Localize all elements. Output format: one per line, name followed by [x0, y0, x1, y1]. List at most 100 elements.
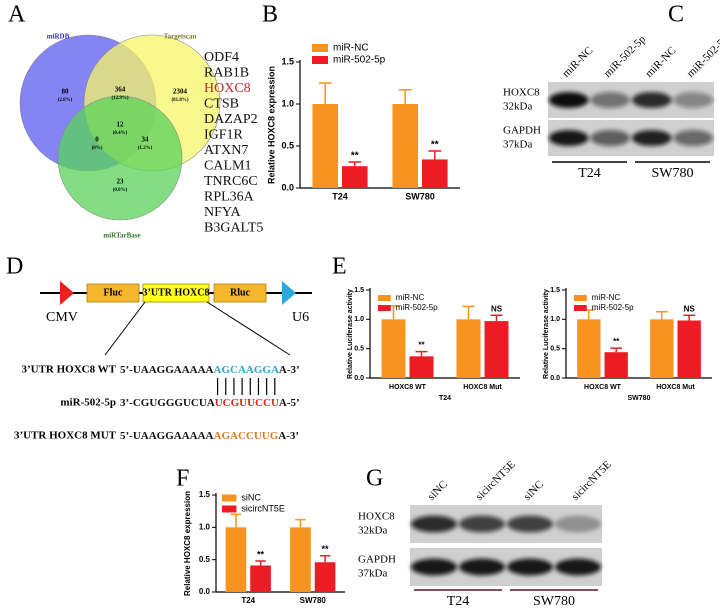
- gene-name: ATXN7: [204, 143, 248, 158]
- venn-percent: (2.8%): [58, 98, 73, 103]
- legend-swatch: [574, 305, 587, 311]
- protein-size: 32kDa: [503, 101, 532, 113]
- promoter-label: CMV: [46, 310, 78, 325]
- significance: NS: [491, 304, 503, 313]
- venn-count: 80: [62, 88, 70, 96]
- element-label: 3’UTR HOXC8: [143, 287, 210, 298]
- x-tick-label: T24: [332, 191, 348, 201]
- legend-label: miR-NC: [592, 293, 621, 302]
- bar: [456, 319, 481, 378]
- sequence: 5’-UAAGGAAAAAAGCAAGGAA-3’: [120, 364, 300, 376]
- legend-label: miR-502-5p: [333, 55, 386, 66]
- x-tick-label: HOXC8 Mut: [656, 384, 695, 391]
- group-label: T24: [578, 166, 601, 181]
- x-tick-label: SW780: [300, 596, 327, 605]
- legend-swatch: [574, 295, 587, 301]
- x-tick-label: HOXC8 WT: [389, 384, 427, 391]
- significance: **: [418, 341, 425, 350]
- significance: NS: [684, 304, 696, 313]
- sequence-part: A-5’: [279, 397, 300, 409]
- venn-set-label: miRTarBase: [103, 232, 140, 240]
- lane-label: miR-NC: [643, 45, 678, 80]
- blot-band: [458, 558, 506, 576]
- blot-band: [458, 515, 506, 533]
- x-tick-label: SW780: [405, 191, 435, 201]
- y-tick-label: 1.5: [550, 287, 560, 294]
- blot-band: [410, 558, 458, 576]
- sequence-label: miR-502-5p: [60, 397, 116, 409]
- bar: [677, 320, 701, 378]
- element-label: Rluc: [230, 287, 251, 298]
- sequence-part: A-3’: [279, 364, 300, 376]
- error-bar: [295, 518, 306, 528]
- blot-band: [673, 92, 714, 108]
- venn-percent: (12.9%): [111, 96, 128, 101]
- legend-swatch: [378, 305, 391, 311]
- blot-band: [631, 92, 672, 108]
- y-tick-label: 0.5: [550, 346, 560, 353]
- bar: [314, 562, 336, 592]
- error-bar: [415, 350, 428, 357]
- gene-name: TNRC6C: [204, 174, 258, 189]
- panel-label: F: [176, 466, 189, 492]
- legend-label: miR-NC: [396, 293, 425, 302]
- significance: **: [351, 151, 359, 162]
- blot-band: [548, 92, 589, 108]
- y-tick-label: 1.0: [354, 316, 364, 323]
- panel-label: A: [8, 2, 26, 28]
- y-tick-label: 0.5: [281, 140, 294, 150]
- error-bar: [398, 88, 412, 104]
- bar: [342, 166, 368, 188]
- sequence-part: A-3’: [278, 430, 299, 442]
- y-tick-label: 1.0: [281, 98, 294, 108]
- zoom-line: [104, 301, 146, 356]
- panel-label: G: [366, 466, 383, 492]
- y-tick-label: 0.0: [199, 587, 211, 596]
- y-axis-label: Relative HOXC8 expression: [266, 66, 276, 184]
- lane-label: miR-502-5p: [602, 33, 649, 80]
- blot-band: [590, 130, 631, 146]
- blot-band: [506, 515, 554, 533]
- legend-label: sicircNT5E: [241, 503, 285, 513]
- legend-label: miR-NC: [333, 43, 369, 54]
- venn-count: 2304: [173, 88, 188, 96]
- protein-size: 37kDa: [503, 139, 532, 151]
- y-tick-label: 0.0: [550, 375, 560, 382]
- gene-name: ODF4: [204, 50, 239, 65]
- terminator-arrow: [282, 281, 296, 305]
- legend-swatch: [312, 44, 328, 52]
- venn-percent: (1.2%): [138, 146, 153, 151]
- venn-circle: [57, 95, 183, 221]
- sequence-part: AGACCUUG: [214, 430, 279, 442]
- lane-label: sicircNT5E: [569, 458, 614, 503]
- sequence-part: UCGUUCCU: [215, 397, 279, 409]
- significance: **: [431, 140, 439, 151]
- legend-label: siNC: [241, 492, 261, 502]
- lane-label: sicircNT5E: [473, 458, 518, 503]
- bar: [409, 356, 434, 378]
- y-tick-label: 1.0: [550, 316, 560, 323]
- y-tick-label: 1.5: [354, 287, 364, 294]
- blot-band: [590, 92, 631, 108]
- bar: [484, 321, 509, 378]
- panel-label: D: [6, 254, 23, 280]
- gene-name: NFYA: [204, 205, 241, 220]
- venn-percent: (0.8%): [113, 188, 128, 193]
- venn-count: 23: [117, 178, 125, 186]
- bar: [381, 319, 406, 378]
- venn-set-label: miRDB: [47, 33, 70, 41]
- lane-label: miR-502-5p: [685, 33, 720, 80]
- blot-band: [506, 558, 554, 576]
- legend-swatch: [378, 295, 391, 301]
- element-label: Fluc: [104, 287, 123, 298]
- legend-label: miR-502-5p: [396, 303, 438, 312]
- group-label: SW780: [533, 594, 575, 609]
- gene-name: RPL36A: [204, 190, 255, 205]
- sequence-part: 5’-UAAGGAAAAA: [120, 430, 214, 442]
- venn-count: 12: [117, 121, 125, 129]
- gene-name: B3GALT5: [204, 221, 263, 236]
- group-label: T24: [447, 594, 470, 609]
- error-bar: [230, 513, 242, 528]
- y-tick-label: 0.0: [281, 182, 294, 192]
- y-axis-label: Relative Luciferase activity: [347, 289, 354, 379]
